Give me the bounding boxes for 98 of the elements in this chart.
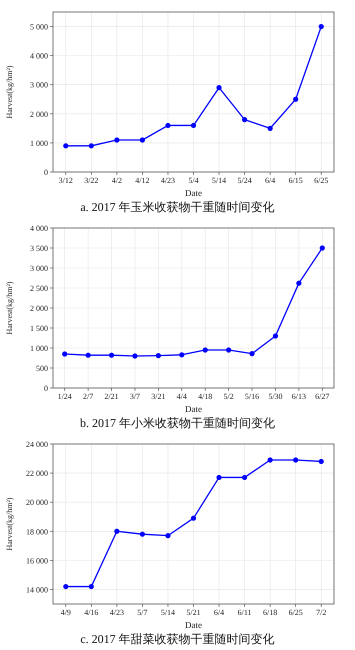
point [63,143,68,148]
point [242,117,248,122]
y-tick-label: 20 000 [26,498,48,508]
point [140,137,146,143]
point [156,353,161,358]
point [272,333,278,339]
point [140,532,146,537]
point [293,96,298,102]
x-tick-label: 4/2 [112,176,122,185]
point [293,457,298,463]
point [132,353,138,359]
x-axis-title: Date [185,404,202,414]
y-tick-label: 0 [44,384,48,393]
x-tick-label: 3/22 [84,176,98,185]
text: c. 2017 年甜菜收获物干重随时间变化 [80,632,275,646]
y-tick-label: 4 000 [30,224,48,233]
point [202,347,208,353]
point [268,126,273,131]
y-tick-label: 18 000 [26,527,48,536]
y-axis-title: Harvest(kg/hm²) [5,65,14,119]
point [179,352,184,358]
x-tick-label: 6/13 [292,392,306,401]
point [296,280,302,286]
x-tick-label: 5/2 [224,392,234,401]
point [63,584,68,590]
y-tick-label: 3 000 [30,264,48,273]
point [62,351,68,357]
point [165,533,171,538]
x-tick-label: 5/14 [212,176,226,185]
x-tick-label: 6/18 [263,608,278,617]
point [165,122,171,128]
point [268,457,273,463]
x-tick-label: 4/16 [84,608,98,617]
y-tick-label: 500 [36,364,48,373]
x-tick-label: 5/7 [137,608,148,617]
x-tick-label: 6/25 [314,176,328,185]
point [216,85,222,90]
y-tick-label: 22 000 [26,469,48,478]
x-tick-label: 5/14 [160,608,176,617]
point [226,347,232,353]
x-tick-label: 2/7 [83,392,94,401]
y-tick-label: 24 000 [26,440,48,449]
x-tick-label: 3/21 [151,392,166,401]
y-axis-title: Harvest(kg/hm²) [5,497,14,551]
y-axis-title: Harvest(kg/hm²) [5,281,14,335]
point [242,474,248,480]
x-tick-label: 5/21 [186,608,201,617]
point [108,352,114,358]
x-tick-label: 5/4 [188,176,199,185]
y-tick-label: 2 000 [30,304,48,313]
point [320,245,325,251]
x-tick-label: 6/11 [238,608,252,617]
y-tick-label: 1 000 [30,344,48,353]
y-tick-label: 4 000 [30,52,48,61]
point [190,516,196,521]
x-tick-label: 5/16 [244,392,260,401]
x-tick-label: 2/21 [104,392,119,401]
x-tick-label: 5/24 [237,176,252,185]
point [249,351,255,356]
point [86,352,91,358]
y-tick-label: 3 500 [30,244,48,253]
x-tick-label: 6/27 [315,392,330,401]
text: b. 2017 年小米收获物干重随时间变化 [80,416,275,430]
point [88,584,94,590]
x-tick-label: 3/7 [130,392,140,401]
y-tick-label: 0 [44,168,48,177]
x-tick-label: 4/23 [160,176,176,185]
x-axis-title: Date [185,620,202,630]
y-tick-label: 1 000 [30,138,48,148]
y-tick-label: 5 000 [30,22,48,32]
x-tick-label: 6/4 [214,608,224,617]
x-tick-label: 4/12 [135,176,150,185]
point [318,24,324,30]
x-tick-label: 3/12 [58,176,73,185]
point [216,474,222,480]
point [318,458,324,464]
point [88,143,94,148]
x-tick-label: 4/9 [60,608,71,617]
y-tick-label: 3 000 [30,80,48,90]
x-tick-label: 4/4 [176,392,187,401]
x-tick-label: 6/25 [288,608,303,617]
x-tick-label: 6/4 [265,176,276,185]
x-tick-label: 1/24 [58,392,72,401]
text: a. 2017 年玉米收获物干重随时间变化 [80,200,275,214]
x-tick-label: 4/23 [110,608,124,617]
x-tick-label: 4/18 [198,392,212,401]
y-tick-label: 2 500 [30,284,48,293]
x-tick-label: 7/2 [316,608,326,617]
x-axis-title: Date [185,188,202,198]
y-tick-label: 2 000 [30,110,48,119]
y-tick-label: 14 000 [26,585,48,594]
point [114,528,120,534]
point [114,137,120,143]
x-tick-label: 5/30 [268,392,283,401]
y-tick-label: 1 500 [30,324,48,333]
x-tick-label: 6/15 [288,176,303,185]
y-tick-label: 16 000 [26,556,48,566]
point [190,122,196,128]
